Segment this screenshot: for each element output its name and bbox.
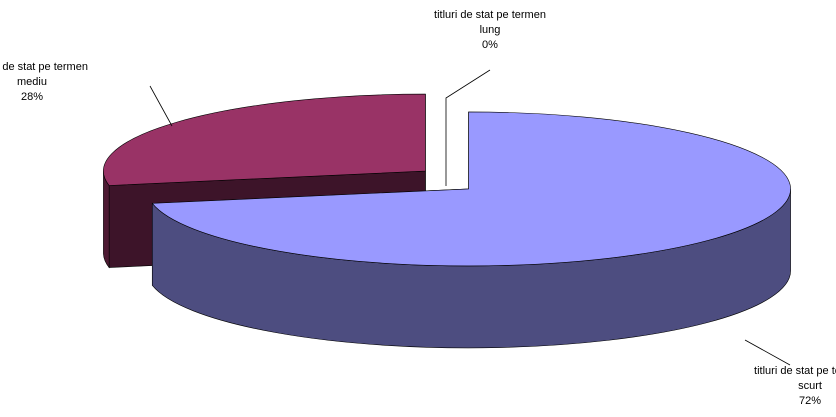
pie-slice	[151, 111, 791, 349]
leader-line	[445, 69, 491, 186]
label-value: 72%	[799, 395, 821, 407]
slice-top	[151, 111, 791, 267]
data-label: titluri de stat pe termen scurt 72%	[754, 365, 836, 407]
leader-line	[744, 339, 791, 366]
leader-line	[149, 85, 173, 127]
slice-top	[103, 93, 426, 186]
label-name: scurt	[798, 380, 822, 392]
slice-side	[103, 171, 110, 269]
label-value: 28%	[21, 91, 43, 103]
data-label: titluri de stat pe termen mediu 28%	[0, 61, 88, 103]
label-value: 0%	[482, 39, 498, 51]
label-name: titluri de stat pe termen	[754, 365, 836, 377]
label-name: mediu	[17, 76, 47, 88]
label-name: titluri de stat pe termen	[0, 61, 88, 73]
data-label: titluri de stat pe termen lung 0%	[434, 9, 546, 51]
label-name: lung	[480, 24, 501, 36]
label-name: titluri de stat pe termen	[434, 9, 546, 21]
